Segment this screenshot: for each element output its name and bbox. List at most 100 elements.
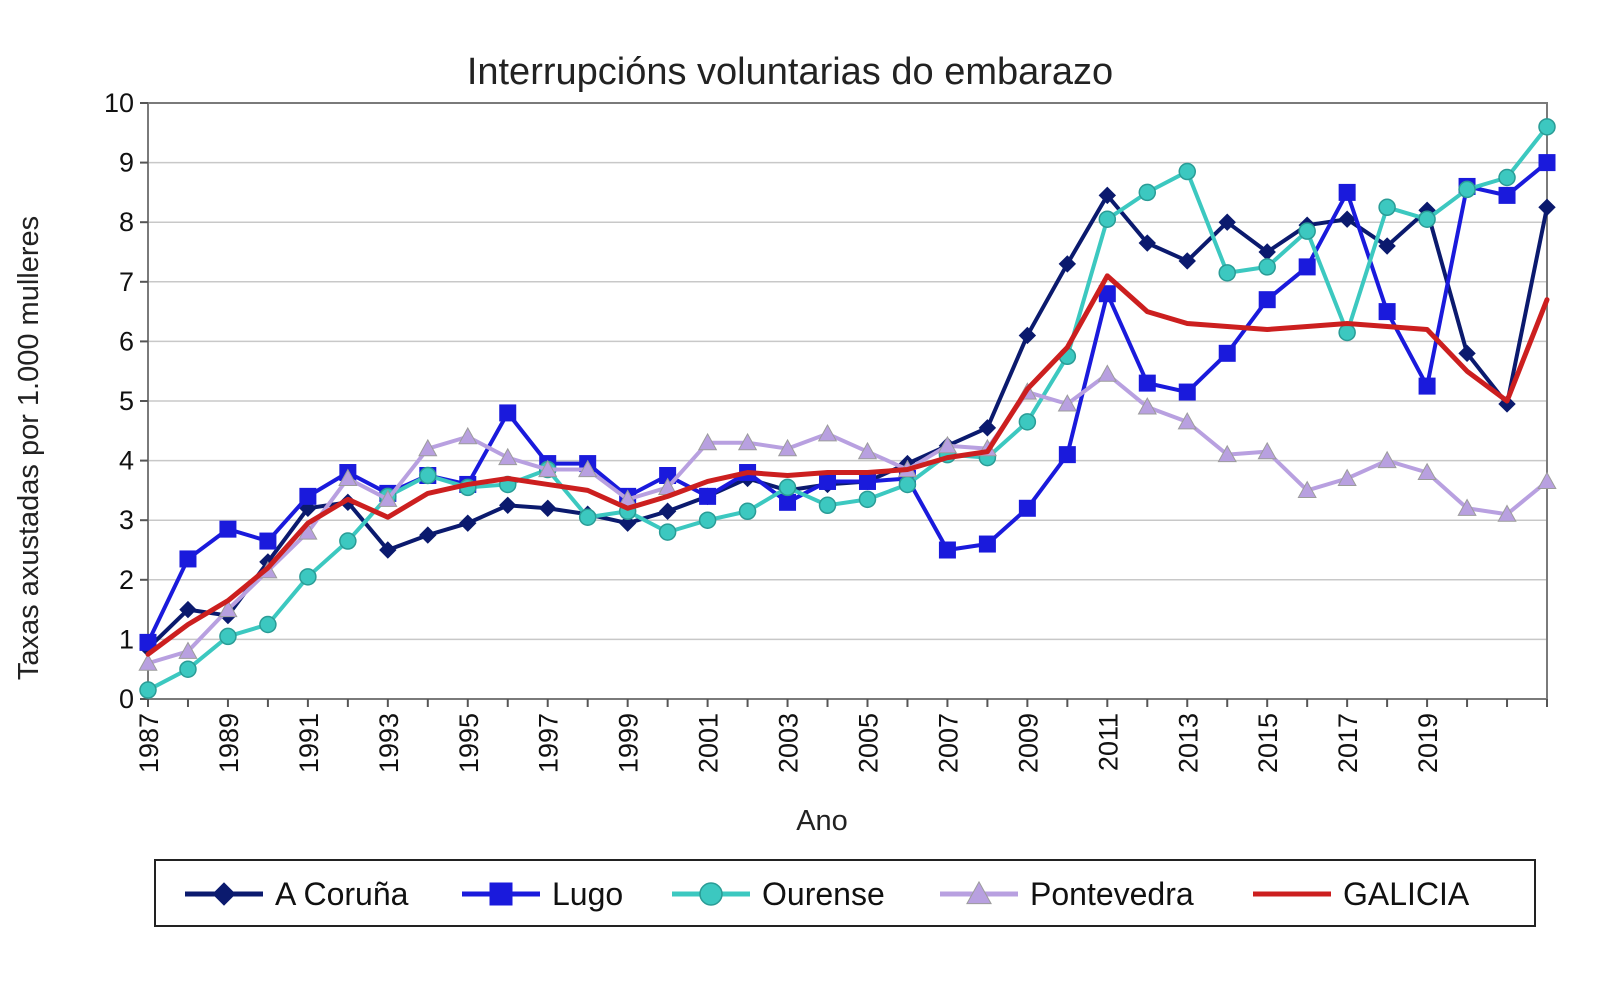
x-tick-label: 1991 (294, 713, 324, 773)
y-tick-label: 9 (119, 148, 134, 178)
data-point (1098, 186, 1117, 205)
x-tick-label: 1995 (454, 713, 484, 773)
data-point (499, 404, 517, 422)
data-point (138, 653, 158, 671)
x-tick-label: 1987 (134, 713, 164, 773)
data-point (1417, 462, 1437, 481)
y-tick-label: 8 (119, 207, 134, 237)
series-layer (138, 118, 1557, 699)
data-point (578, 459, 598, 478)
data-point (1138, 234, 1156, 252)
data-point (1258, 291, 1276, 309)
data-point (539, 499, 557, 517)
x-tick-label: 2019 (1413, 713, 1443, 773)
data-point (299, 568, 317, 586)
data-point (219, 627, 237, 646)
data-point (419, 466, 437, 485)
data-point (498, 447, 518, 466)
x-tick-label: 2017 (1333, 713, 1363, 773)
data-point (1377, 450, 1397, 469)
x-tick-label: 1989 (214, 713, 244, 773)
data-point (1217, 444, 1237, 463)
data-point (1538, 198, 1556, 217)
series-pontevedra (138, 364, 1557, 671)
data-point (618, 514, 637, 532)
legend-item: Lugo (462, 876, 623, 912)
data-point (1177, 412, 1197, 430)
data-point (978, 419, 997, 437)
data-point (219, 520, 237, 538)
data-point (538, 459, 558, 478)
data-point (139, 681, 157, 699)
data-point (658, 523, 677, 541)
data-point (658, 502, 677, 520)
data-point (1457, 498, 1477, 516)
data-point (1378, 198, 1396, 217)
data-point (1057, 394, 1077, 412)
data-point (418, 438, 438, 457)
y-tick-label: 5 (119, 386, 134, 416)
legend-label: A Coruña (275, 876, 409, 912)
data-point (379, 541, 397, 559)
data-point (499, 496, 517, 515)
x-tick-label: 2007 (933, 713, 963, 773)
data-point (1178, 252, 1196, 270)
data-point (1298, 222, 1316, 240)
series-line (146, 160, 1549, 645)
legend: A Coruña Lugo Ourense Pontevedra GALICIA (154, 859, 1536, 927)
data-point (898, 475, 917, 494)
series-a-coru-a (139, 186, 1556, 658)
data-point (1538, 118, 1556, 136)
data-point (1178, 383, 1196, 401)
x-tick-label: 2011 (1093, 713, 1123, 771)
x-tick-label: 2013 (1173, 713, 1203, 773)
data-point (1058, 255, 1077, 273)
data-point (179, 600, 197, 619)
y-tick-label: 2 (119, 565, 134, 595)
data-point (857, 441, 878, 460)
data-point (1018, 326, 1037, 345)
legend-label: Ourense (762, 876, 885, 912)
legend-item: A Coruña (185, 876, 409, 912)
data-point (698, 511, 717, 529)
data-point (937, 435, 958, 454)
data-point (1137, 397, 1157, 415)
data-point (1138, 374, 1156, 392)
legend-marker (212, 882, 236, 906)
legend-marker (966, 880, 992, 905)
data-point (699, 487, 717, 505)
data-point (738, 502, 757, 521)
x-tick-label: 2001 (694, 713, 724, 773)
x-tick-label: 2005 (853, 713, 883, 773)
data-point (1338, 323, 1356, 342)
x-axis-ticks: 1987 1989 1991 1993 1995 1997 1999 2001 2003 2005… (134, 699, 1548, 773)
data-point (1138, 183, 1157, 202)
data-point (299, 487, 317, 505)
x-tick-label: 2015 (1253, 713, 1283, 773)
data-point (697, 432, 718, 451)
series-galicia (145, 273, 1550, 657)
data-point (459, 514, 477, 532)
data-point (139, 633, 157, 651)
data-point (378, 489, 398, 507)
data-point (458, 426, 478, 445)
data-point (179, 660, 197, 678)
data-point (779, 493, 797, 511)
data-point (938, 541, 956, 559)
gridlines (148, 102, 1547, 700)
data-point (1297, 480, 1317, 498)
data-point (1098, 210, 1117, 228)
data-point (1337, 468, 1357, 487)
data-point (978, 535, 996, 553)
data-point (218, 599, 238, 618)
data-point (1178, 162, 1197, 181)
data-point (1097, 364, 1117, 382)
chart-title: Interrupcións voluntarias do embarazo (467, 51, 1113, 93)
data-point (858, 490, 877, 509)
series-lugo (139, 154, 1556, 651)
data-point (259, 615, 277, 634)
data-point (1378, 303, 1396, 321)
data-point (1218, 344, 1236, 362)
data-point (1458, 344, 1476, 363)
